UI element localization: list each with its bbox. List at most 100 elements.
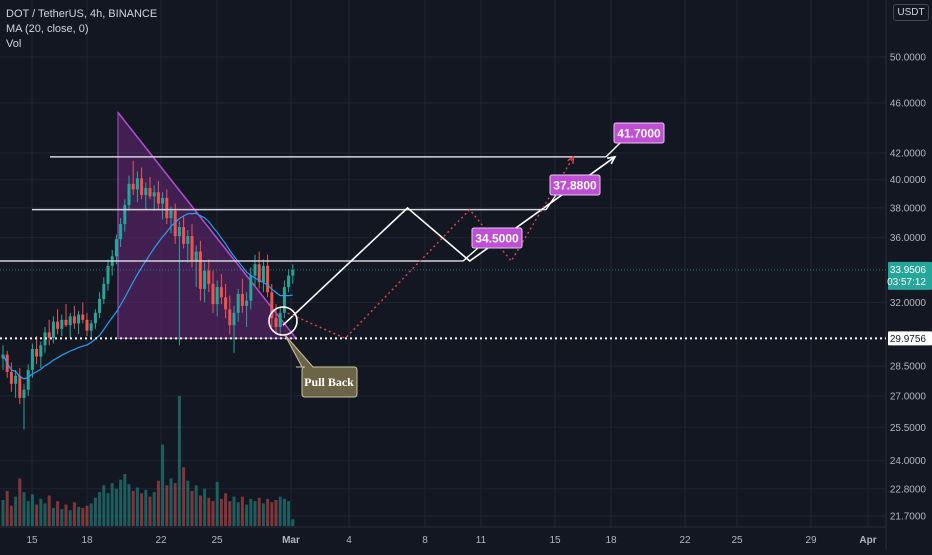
candle-body — [60, 319, 64, 329]
volume-bar — [240, 496, 244, 526]
target-label-37-box — [549, 174, 601, 196]
volume-bar — [5, 490, 9, 526]
support-price-badge — [888, 331, 932, 346]
volume-bar — [219, 498, 223, 526]
volume-bar — [119, 479, 123, 526]
volume-bar — [161, 444, 165, 526]
ma-curve — [2, 212, 293, 380]
volume-bar — [186, 480, 190, 526]
volume-bar — [93, 497, 97, 526]
volume-bar — [224, 493, 228, 526]
x-tick-label: Apr — [859, 535, 876, 546]
grid-lines — [0, 0, 887, 550]
candle-body — [236, 293, 240, 313]
candle-body — [282, 287, 286, 313]
volume-bar — [198, 495, 202, 526]
current-price-badge — [888, 261, 932, 290]
volume-bar — [81, 507, 85, 526]
y-tick-label: 32.0000 — [890, 298, 927, 309]
candle-body — [245, 300, 249, 306]
volume-bar — [26, 501, 30, 526]
volume-bar — [228, 501, 232, 526]
volume-bar — [140, 493, 144, 526]
target-label-41-text: 41.7000 — [617, 127, 661, 141]
candle-body — [131, 183, 135, 190]
candle-body — [114, 239, 118, 257]
currency-selector[interactable]: USDT — [893, 4, 929, 21]
support-price-value: 29.9756 — [890, 334, 927, 345]
y-tick-label: 27.0000 — [890, 391, 927, 402]
volume-bar — [131, 490, 135, 526]
volume-bar — [203, 488, 207, 526]
candle-body — [98, 298, 102, 313]
target-label-41-box — [613, 122, 665, 144]
candle-body — [123, 205, 127, 225]
candle-body — [232, 312, 236, 326]
volume-indicator-label[interactable]: Vol — [6, 38, 22, 50]
candle-body — [140, 178, 144, 196]
volume-bar — [207, 497, 211, 526]
candle-body — [266, 265, 270, 293]
volume-bar — [257, 497, 261, 526]
x-tick-label: 22 — [679, 535, 691, 546]
volume-bar — [190, 490, 194, 526]
candle-body — [152, 192, 156, 197]
volume-bar — [144, 489, 148, 526]
target-label-37-group: 37.8800 — [545, 174, 601, 211]
volume-bar — [165, 485, 169, 526]
candle-body — [127, 183, 131, 206]
candle-body — [22, 389, 26, 398]
volume-bar — [249, 498, 253, 526]
candle-body — [93, 312, 97, 324]
volume-bar — [152, 492, 156, 526]
candle-body — [228, 309, 232, 326]
x-tick-label: Mar — [282, 535, 300, 546]
countdown-value: 03:57:12 — [887, 277, 926, 288]
volume-bar — [173, 483, 177, 526]
candle-body — [270, 292, 274, 319]
x-tick-label: 4 — [346, 535, 352, 546]
volume-bar — [194, 485, 198, 526]
candle-body — [39, 345, 43, 357]
candle-body — [72, 316, 76, 324]
pullback-callout-box — [284, 334, 358, 398]
candle-body — [194, 251, 198, 262]
volume-bar — [102, 485, 106, 526]
volume-bar — [266, 498, 270, 526]
volume-bar — [30, 494, 34, 526]
y-tick-label: 40.0000 — [890, 175, 927, 186]
volume-bar — [245, 504, 249, 526]
x-tick-label: 11 — [476, 535, 487, 546]
volume-bar — [110, 483, 114, 526]
volume-bar — [282, 498, 286, 526]
volume-bar — [114, 488, 118, 526]
target-label-37-text: 37.8800 — [553, 179, 597, 193]
volume-bar — [148, 496, 152, 526]
candle-body — [169, 210, 173, 219]
y-tick-label: 38.0000 — [890, 203, 927, 214]
ma-indicator-label[interactable]: MA (20, close, 0) — [6, 23, 89, 35]
candle-body — [1, 354, 5, 359]
y-tick-label: 50.0000 — [890, 53, 927, 64]
volume-bar — [177, 396, 181, 526]
candle-body — [261, 265, 265, 283]
volume-bar — [135, 487, 139, 526]
symbol-title[interactable]: DOT / TetherUS, 4h, BINANCE — [6, 8, 158, 20]
y-tick-label: 21.7000 — [890, 512, 927, 523]
candle-body — [119, 224, 123, 240]
projection-path-solid — [282, 156, 616, 326]
x-tick-label: 25 — [211, 535, 223, 546]
volume-bar — [22, 492, 26, 526]
candle-body — [278, 312, 282, 328]
volume-bar — [64, 504, 68, 526]
candle-body — [240, 293, 244, 306]
volume-bar — [9, 505, 13, 526]
volume-bar — [85, 505, 89, 526]
target-label-34-box — [471, 227, 523, 249]
projection-arrowhead-dotted — [567, 155, 575, 164]
volume-bar — [182, 467, 186, 526]
volume-bar — [291, 519, 295, 526]
y-axis: 50.0000 46.0000 42.0000 40.0000 38.0000 36.00… — [887, 53, 932, 523]
